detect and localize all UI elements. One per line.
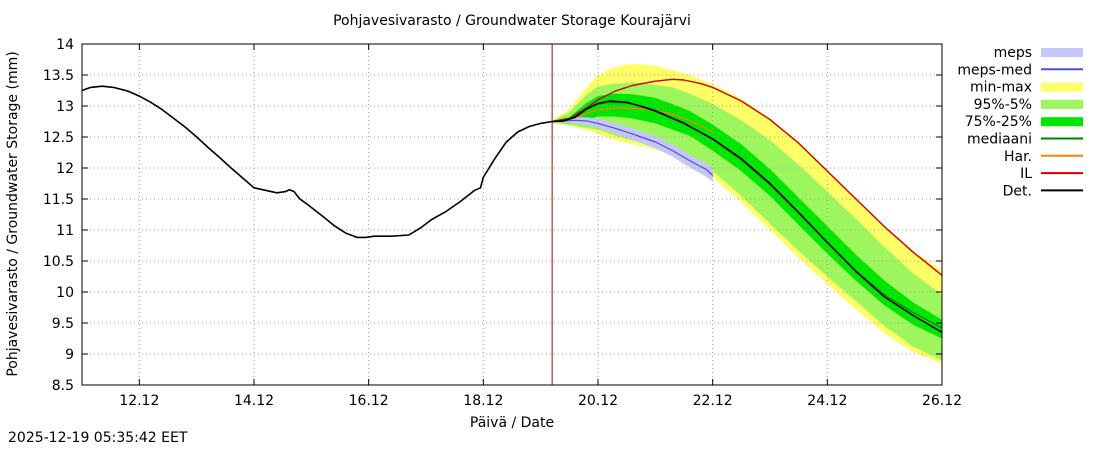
x-axis-title: Päivä / Date [470,415,554,431]
y-tick-label: 12.5 [43,130,74,146]
y-tick-label: 11 [56,223,74,239]
il-line [551,78,943,276]
legend-label-har: Har. [1004,149,1032,165]
x-tick-label: 26.12 [922,393,962,409]
y-tick-label: 12 [56,161,74,177]
x-tick-label: 18.12 [463,393,503,409]
x-tick-label: 14.12 [234,393,274,409]
y-tick-label: 8.5 [52,378,74,394]
legend-label-il: IL [1020,166,1032,182]
meps-band [552,117,713,182]
timestamp: 2025-12-19 05:35:42 EET [8,430,188,446]
det-line [552,100,943,333]
ticks-layer: 12.12 14.12 16.12 18.12 20.12 22.12 24.12 26.12… [43,37,962,409]
legend-swatch-p75-25 [1041,117,1083,127]
frame-layer [81,43,943,386]
legend-label-median: mediaani [967,132,1032,148]
bands-layer [552,63,942,364]
y-tick-label: 10 [56,285,74,301]
legend-label-meps-med: meps-med [957,62,1032,78]
x-tick-label: 22.12 [693,393,733,409]
grid-layer [82,44,942,385]
legend-label-meps: meps [994,45,1032,61]
lines-layer [81,44,943,385]
p95-5-band [552,82,942,361]
legend-label-p95-5: 95%-5% [974,97,1032,113]
y-tick-label: 9 [65,347,74,363]
y-axis-title: Pohjavesivarasto / Groundwater Storage (… [5,51,21,376]
y-tick-label: 10.5 [43,254,74,270]
meps-med-line [552,119,714,176]
legend-swatch-meps [1041,48,1083,57]
y-tick-label: 11.5 [43,192,74,208]
chart-title: Pohjavesivarasto / Groundwater Storage K… [333,13,691,29]
legend-label-det: Det. [1003,183,1032,199]
plot-frame [81,43,943,386]
x-tick-label: 12.12 [119,393,159,409]
x-tick-label: 20.12 [578,393,618,409]
legend-swatch-minmax [1041,82,1083,92]
legend-label-minmax: min-max [970,80,1032,96]
legend-label-p75-25: 75%-25% [965,114,1032,130]
y-tick-label: 13 [56,99,74,115]
y-tick-label: 9.5 [52,316,74,332]
legend-swatch-p95-5 [1041,99,1083,109]
observed-line [81,85,553,239]
y-tick-label: 13.5 [43,68,74,84]
har-line [552,107,713,133]
y-tick-label: 14 [56,37,74,53]
x-tick-label: 24.12 [807,393,847,409]
x-tick-label: 16.12 [349,393,389,409]
